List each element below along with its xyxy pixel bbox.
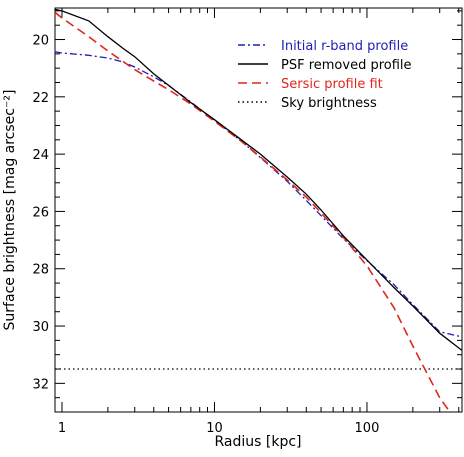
tick-labels: 1 10 100 20 22 24 26 28 30 32 (32, 34, 379, 436)
legend-label: Sersic profile fit (281, 77, 383, 92)
y-tick-label: 32 (32, 377, 49, 392)
y-tick-label: 22 (32, 91, 49, 106)
legend: Initial r-band profile PSF removed profil… (238, 39, 412, 111)
y-tick-label: 20 (32, 34, 49, 49)
series-line-psf-removed-profile (55, 8, 462, 351)
x-tick-label: 100 (355, 421, 380, 436)
legend-label: Sky brightness (281, 96, 377, 111)
x-tick-label: 1 (58, 421, 66, 436)
y-tick-label: 30 (32, 320, 49, 335)
series-lines (55, 8, 462, 412)
plot-frame (54, 7, 463, 413)
y-tick-label: 28 (32, 263, 49, 278)
x-tick-label: 10 (206, 421, 223, 436)
y-axis-label: Surface brightness [mag arcsec⁻²] (2, 90, 18, 331)
series-line-sersic-profile-fit (55, 11, 451, 412)
x-axis-label: Radius [kpc] (214, 434, 301, 450)
legend-label: Initial r-band profile (281, 39, 408, 54)
y-tick-label: 26 (32, 205, 49, 220)
legend-label: PSF removed profile (281, 58, 412, 73)
y-tick-label: 24 (32, 148, 49, 163)
